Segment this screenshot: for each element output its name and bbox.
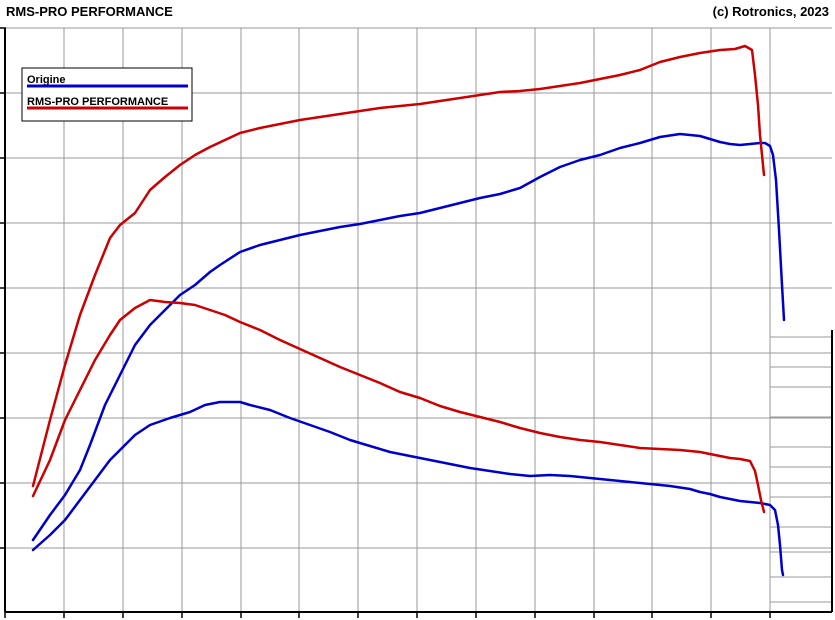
chart-header-left: RMS-PRO PERFORMANCE (6, 4, 173, 19)
series-origine-curve-torque (31, 400, 785, 577)
series-rms_pro-curve-torque (31, 298, 766, 514)
chart-grid (0, 27, 833, 618)
series-rms_pro-curve-power (31, 44, 766, 488)
legend-label-rms-pro: RMS-PRO PERFORMANCE (27, 96, 168, 108)
chart-lines (31, 44, 786, 577)
chart-legend: Origine RMS-PRO PERFORMANCE (21, 67, 193, 122)
series-origine-curve-power (31, 132, 786, 542)
legend-box (21, 67, 193, 122)
chart-header-right: (c) Rotronics, 2023 (712, 4, 829, 19)
legend-label-origine: Origine (27, 74, 66, 86)
